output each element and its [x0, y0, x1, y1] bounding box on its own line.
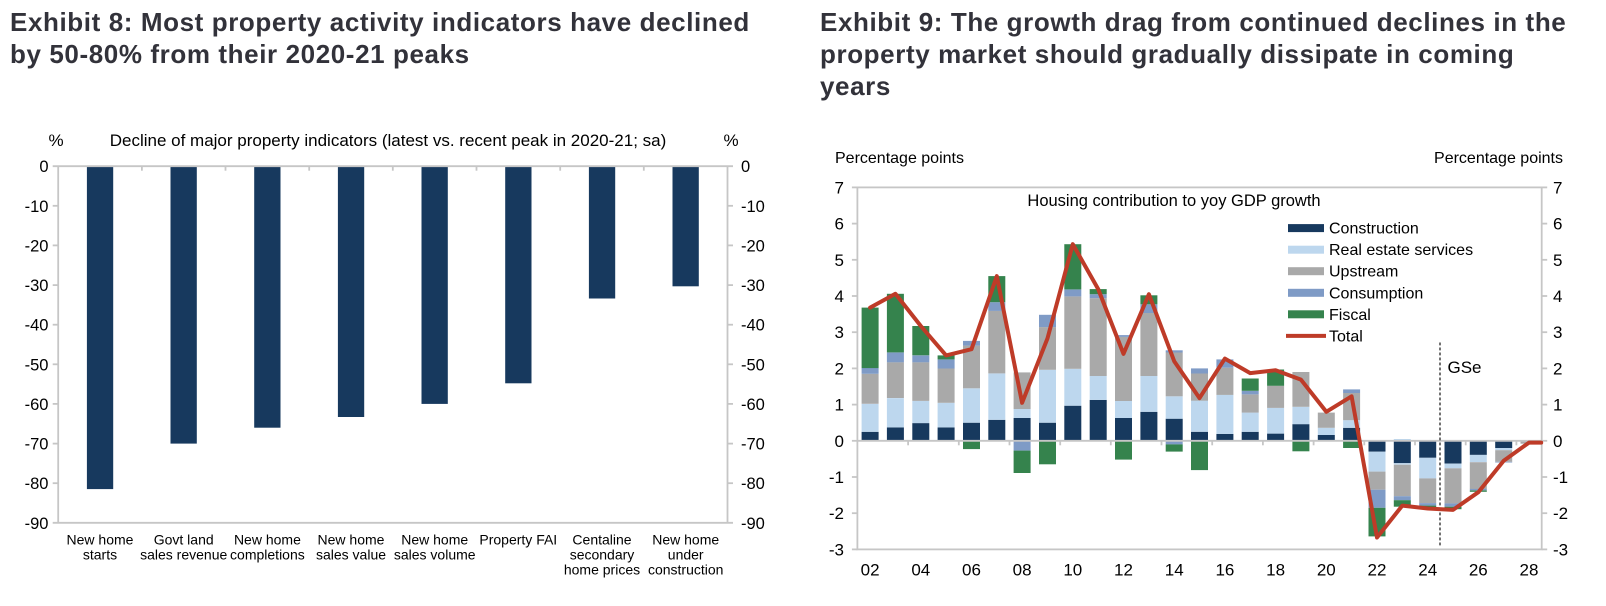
svg-text:18: 18	[1266, 561, 1285, 580]
svg-text:4: 4	[1553, 287, 1562, 306]
svg-text:22: 22	[1368, 561, 1387, 580]
svg-text:16: 16	[1215, 561, 1234, 580]
svg-text:-90: -90	[25, 515, 49, 533]
svg-text:0: 0	[1553, 432, 1562, 451]
svg-text:-70: -70	[741, 436, 765, 454]
svg-text:28: 28	[1520, 561, 1539, 580]
svg-text:Fiscal: Fiscal	[1329, 307, 1371, 324]
svg-text:2: 2	[1553, 359, 1562, 378]
svg-text:home prices: home prices	[564, 561, 640, 577]
svg-text:-80: -80	[25, 475, 49, 493]
svg-text:New home: New home	[67, 531, 134, 547]
svg-text:Total: Total	[1329, 328, 1363, 345]
svg-text:14: 14	[1165, 561, 1184, 580]
svg-text:-20: -20	[741, 237, 765, 255]
svg-text:06: 06	[962, 561, 981, 580]
svg-text:-60: -60	[741, 396, 765, 414]
svg-text:-3: -3	[1553, 540, 1568, 559]
svg-text:-30: -30	[741, 277, 765, 295]
svg-text:Percentage points: Percentage points	[835, 150, 964, 167]
svg-text:-20: -20	[25, 237, 49, 255]
svg-text:1: 1	[1553, 396, 1562, 415]
svg-text:7: 7	[1553, 178, 1562, 197]
svg-text:-60: -60	[25, 396, 49, 414]
svg-text:completions: completions	[230, 546, 305, 562]
svg-text:3: 3	[835, 323, 844, 342]
svg-text:-1: -1	[829, 468, 844, 487]
svg-text:sales value: sales value	[316, 546, 386, 562]
svg-text:0: 0	[741, 158, 750, 176]
svg-text:Housing contribution to yoy GD: Housing contribution to yoy GDP growth	[1027, 192, 1320, 210]
svg-text:20: 20	[1317, 561, 1336, 580]
svg-text:%: %	[48, 131, 63, 150]
svg-text:construction: construction	[648, 561, 723, 577]
svg-text:-30: -30	[25, 277, 49, 295]
svg-text:-1: -1	[1553, 468, 1568, 487]
svg-text:-10: -10	[741, 198, 765, 216]
svg-text:New home: New home	[318, 531, 385, 547]
svg-text:0: 0	[39, 158, 48, 176]
svg-text:-90: -90	[741, 515, 765, 533]
svg-text:-50: -50	[741, 356, 765, 374]
svg-text:6: 6	[1553, 215, 1562, 234]
svg-text:26: 26	[1469, 561, 1488, 580]
svg-text:Exhibit 8: Most property activ: Exhibit 8: Most property activity indica…	[10, 7, 750, 37]
svg-text:Upstream: Upstream	[1329, 264, 1398, 281]
svg-text:Property FAI: Property FAI	[479, 531, 557, 547]
svg-text:-70: -70	[25, 436, 49, 454]
svg-text:1: 1	[835, 396, 844, 415]
svg-text:-50: -50	[25, 356, 49, 374]
svg-text:-40: -40	[25, 317, 49, 335]
svg-text:-80: -80	[741, 475, 765, 493]
svg-text:Percentage points: Percentage points	[1434, 150, 1563, 167]
svg-text:12: 12	[1114, 561, 1133, 580]
svg-text:-10: -10	[25, 198, 49, 216]
svg-text:under: under	[668, 546, 704, 562]
svg-text:0: 0	[835, 432, 844, 451]
svg-text:Decline of major property indi: Decline of major property indicators (la…	[110, 131, 667, 150]
svg-text:sales revenue: sales revenue	[140, 546, 227, 562]
svg-text:%: %	[723, 131, 738, 150]
svg-text:-40: -40	[741, 317, 765, 335]
svg-text:starts: starts	[83, 546, 117, 562]
svg-text:5: 5	[1553, 251, 1562, 270]
svg-text:sales volume: sales volume	[394, 546, 476, 562]
svg-text:Real estate services: Real estate services	[1329, 242, 1473, 259]
svg-text:secondary: secondary	[570, 546, 635, 562]
svg-text:GSe: GSe	[1448, 358, 1482, 377]
svg-text:04: 04	[911, 561, 930, 580]
svg-text:Consumption: Consumption	[1329, 285, 1423, 302]
svg-text:24: 24	[1418, 561, 1437, 580]
svg-text:-2: -2	[1553, 504, 1568, 523]
svg-text:Govt land: Govt land	[154, 531, 214, 547]
svg-text:2: 2	[835, 359, 844, 378]
svg-text:5: 5	[835, 251, 844, 270]
svg-text:Construction: Construction	[1329, 221, 1419, 238]
svg-text:08: 08	[1013, 561, 1032, 580]
svg-text:Centaline: Centaline	[572, 531, 631, 547]
svg-text:7: 7	[835, 178, 844, 197]
svg-text:3: 3	[1553, 323, 1562, 342]
svg-text:New home: New home	[234, 531, 301, 547]
svg-text:02: 02	[861, 561, 880, 580]
svg-text:years: years	[820, 71, 891, 101]
svg-text:6: 6	[835, 215, 844, 234]
svg-text:10: 10	[1063, 561, 1082, 580]
svg-text:4: 4	[835, 287, 844, 306]
svg-text:New home: New home	[401, 531, 468, 547]
svg-text:New home: New home	[652, 531, 719, 547]
svg-text:property market should gradual: property market should gradually dissipa…	[820, 39, 1514, 69]
svg-text:-3: -3	[829, 540, 844, 559]
svg-text:-2: -2	[829, 504, 844, 523]
svg-text:Exhibit 9: The growth drag fro: Exhibit 9: The growth drag from continue…	[820, 7, 1566, 37]
svg-text:by 50-80% from their 2020-21 p: by 50-80% from their 2020-21 peaks	[10, 39, 470, 69]
